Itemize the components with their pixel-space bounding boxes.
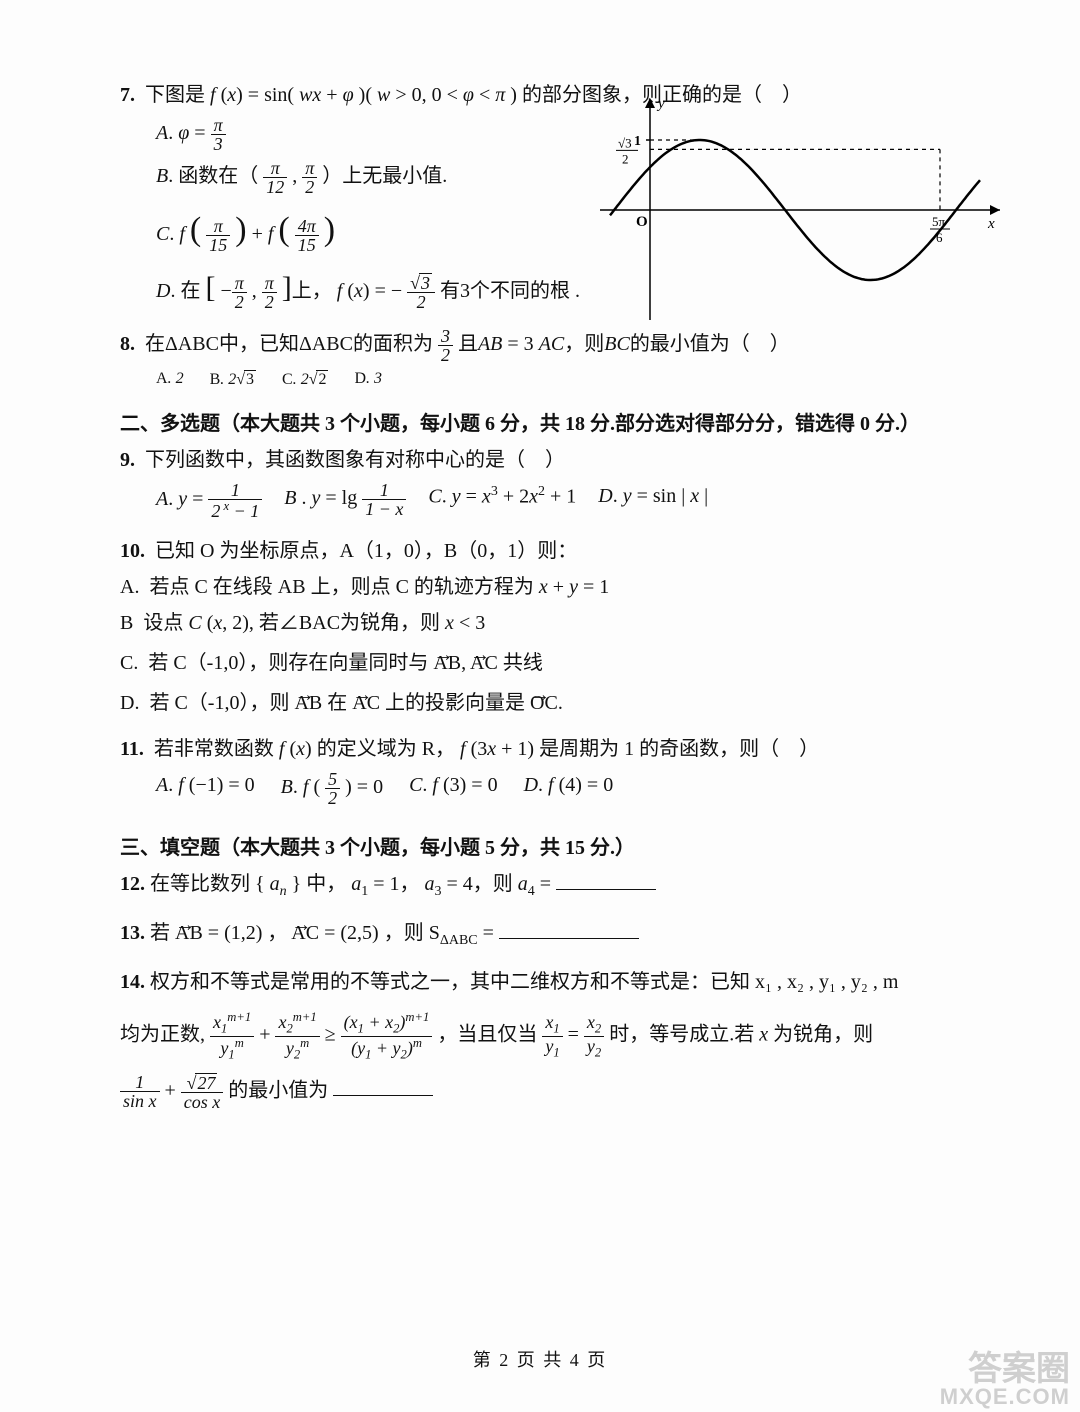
- q11-options: A. f (−1) = 0 B. f ( 52 ) = 0 C. f (3) =…: [120, 770, 960, 807]
- q11-option-D[interactable]: D. f (4) = 0: [524, 770, 614, 807]
- svg-text:x: x: [987, 216, 995, 232]
- page-footer: 第 2 页 共 4 页: [0, 1346, 1080, 1372]
- section-2-header: 二、多选题（本大题共 3 个小题，每小题 6 分，共 18 分.部分选对得部分分…: [120, 409, 960, 439]
- q13-number: 13.: [120, 922, 145, 944]
- q13-blank[interactable]: [499, 918, 639, 939]
- q9-option-D[interactable]: D. y = sin | x |: [598, 481, 708, 520]
- q14-line1-text: 权方和不等式是常用的不等式之一，其中二维权方和不等式是：已知 x₁ , x₂ ,…: [150, 971, 898, 993]
- q9-option-B[interactable]: B . y = lg 11 − x: [284, 481, 406, 520]
- q10-option-D[interactable]: D. 若 C（-1,0），则 AB→ 在 AC→ 上的投影向量是 OC→.: [120, 688, 960, 718]
- q9-option-C[interactable]: C. y = x3 + 2x2 + 1: [428, 481, 576, 520]
- svg-text:1: 1: [634, 134, 641, 149]
- q11-option-B[interactable]: B. f ( 52 ) = 0: [281, 770, 383, 807]
- svg-text:O: O: [636, 214, 648, 230]
- svg-text:2: 2: [622, 151, 629, 166]
- q12-blank[interactable]: [556, 869, 656, 890]
- q8-option-D[interactable]: D. 3: [354, 370, 382, 389]
- q10-stem: 10. 已知 O 为坐标原点，A（1，0），B（0，1）则：: [120, 536, 960, 566]
- q13: 13. 若 AB→ = (1,2) ， AC→ = (2,5) ，则 SΔABC…: [120, 918, 960, 951]
- svg-text:√3: √3: [618, 135, 632, 150]
- q14-line2: 均为正数, x1m+1y1m + x2m+1y2m ≥ (x1 + x2)m+1…: [120, 1011, 960, 1060]
- q8-options: A. 2 B. 2√3 C. 2√2 D. 3: [120, 370, 960, 389]
- q8-stem: 8. 在ΔABC中，已知ΔABC的面积为 32 且AB = 3 AC，则BC的最…: [120, 327, 960, 364]
- svg-text:6: 6: [936, 230, 943, 245]
- q12: 12. 在等比数列 { an } 中， a1 = 1， a3 = 4，则 a4 …: [120, 869, 960, 902]
- q8-option-B[interactable]: B. 2√3: [210, 370, 256, 389]
- watermark-text: 答案圈: [940, 1352, 1070, 1386]
- q8-number: 8.: [120, 334, 135, 356]
- svg-text:y: y: [656, 96, 665, 112]
- q10-stem-text: 已知 O 为坐标原点，A（1，0），B（0，1）则：: [155, 540, 577, 562]
- q14-number: 14.: [120, 971, 145, 993]
- q10-option-B[interactable]: B 设点 C (x, 2), 若∠BAC为锐角，则 x < 3: [120, 608, 960, 638]
- q10-option-A[interactable]: A. 若点 C 在线段 AB 上，则点 C 的轨迹方程为 x + y = 1: [120, 572, 960, 602]
- q12-number: 12.: [120, 873, 145, 895]
- q8-option-A[interactable]: A. 2: [156, 370, 184, 389]
- q7-graph: Ox y 1√32 5π6: [600, 90, 1000, 330]
- q14-line1: 14. 权方和不等式是常用的不等式之一，其中二维权方和不等式是：已知 x₁ , …: [120, 967, 960, 997]
- q11-option-A[interactable]: A. f (−1) = 0: [156, 770, 255, 807]
- q11-option-C[interactable]: C. f (3) = 0: [409, 770, 498, 807]
- q14-blank[interactable]: [333, 1075, 433, 1096]
- graph-svg: Ox y 1√32 5π6: [600, 90, 1000, 330]
- q11-stem: 11. 若非常数函数 f (x) 的定义域为 R， f (3x + 1) 是周期…: [120, 734, 960, 764]
- q10-number: 10.: [120, 540, 145, 562]
- section-3-header: 三、填空题（本大题共 3 个小题，每小题 5 分，共 15 分.）: [120, 833, 960, 863]
- q10-option-C[interactable]: C. 若 C（-1,0），则存在向量同时与 AB→, AC→ 共线: [120, 648, 960, 678]
- q9-number: 9.: [120, 449, 135, 471]
- q14-line3: 1sin x + √27cos x 的最小值为: [120, 1073, 960, 1111]
- q9-option-A[interactable]: A. y = 12 x − 1: [156, 481, 262, 520]
- watermark-url: MXQE.COM: [940, 1386, 1070, 1408]
- q9-options: A. y = 12 x − 1 B . y = lg 11 − x C. y =…: [120, 481, 960, 520]
- q11-number: 11.: [120, 738, 144, 760]
- watermark: 答案圈 MXQE.COM: [940, 1352, 1070, 1408]
- q9-stem: 9. 下列函数中，其函数图象有对称中心的是（ ）: [120, 445, 960, 475]
- q7-number: 7.: [120, 84, 135, 106]
- svg-text:5π: 5π: [932, 214, 946, 229]
- q8-option-C[interactable]: C. 2√2: [282, 370, 328, 389]
